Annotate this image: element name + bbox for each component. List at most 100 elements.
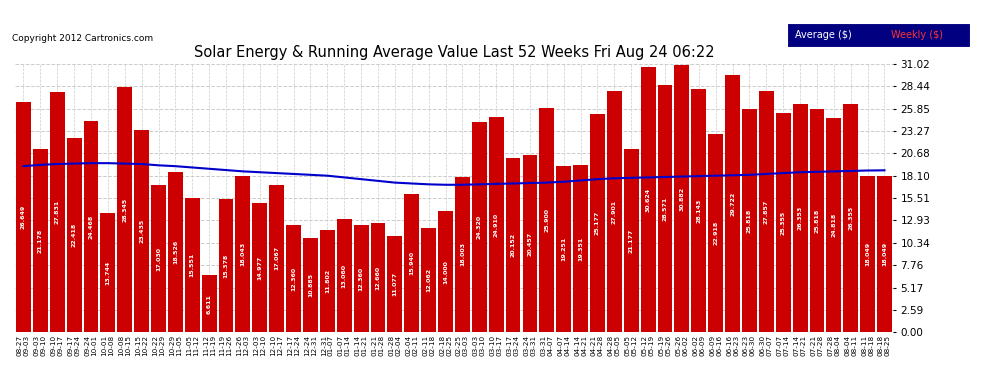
Text: 03-10
03-17: 03-10 03-17 — [490, 335, 503, 356]
Text: 06-16
06-23: 06-16 06-23 — [726, 335, 740, 356]
Text: 11.802: 11.802 — [325, 269, 330, 293]
Text: 08-27
09-03: 08-27 09-03 — [17, 335, 30, 356]
Text: 01-07
01-14: 01-07 01-14 — [338, 335, 350, 356]
Bar — [320, 230, 335, 332]
Bar — [573, 165, 588, 332]
Text: 25.900: 25.900 — [544, 208, 549, 232]
Bar — [657, 85, 672, 332]
Text: 05-12
05-19: 05-12 05-19 — [642, 335, 654, 356]
Text: 11-26
12-03: 11-26 12-03 — [237, 335, 249, 356]
Text: 24.910: 24.910 — [494, 213, 499, 237]
Bar — [135, 129, 149, 332]
Text: 09-17
09-24: 09-17 09-24 — [67, 335, 80, 356]
Bar — [83, 121, 98, 332]
Text: 04-28
05-05: 04-28 05-05 — [608, 335, 621, 356]
Text: 04-07
04-14: 04-07 04-14 — [557, 335, 570, 356]
Text: 10.885: 10.885 — [308, 273, 313, 297]
Bar — [353, 225, 368, 332]
Text: 19.251: 19.251 — [561, 237, 566, 261]
Bar — [117, 87, 133, 332]
Text: 22.418: 22.418 — [71, 223, 76, 248]
Bar — [472, 122, 487, 332]
Text: 21.178: 21.178 — [38, 228, 43, 253]
Text: 05-26
06-02: 05-26 06-02 — [675, 335, 688, 356]
Text: 06-30
07-07: 06-30 07-07 — [759, 335, 773, 356]
Text: 08-04
08-11: 08-04 08-11 — [844, 335, 857, 356]
Text: 04-14
04-21: 04-14 04-21 — [574, 335, 587, 356]
Text: 14.977: 14.977 — [257, 255, 262, 280]
Text: 01-28
02-04: 01-28 02-04 — [388, 335, 401, 356]
Bar — [219, 199, 234, 332]
Bar — [421, 228, 436, 332]
Text: 10-29
11-05: 10-29 11-05 — [169, 335, 182, 356]
Text: 26.649: 26.649 — [21, 205, 26, 229]
Bar — [489, 117, 504, 332]
Bar — [33, 149, 48, 332]
Bar — [404, 194, 419, 332]
Text: 15.940: 15.940 — [409, 251, 414, 275]
Bar — [236, 176, 250, 332]
Text: 12.660: 12.660 — [375, 266, 380, 290]
Text: 26.353: 26.353 — [798, 206, 803, 230]
Text: Average ($): Average ($) — [795, 30, 851, 40]
Bar — [691, 89, 706, 332]
Text: 12-17
12-24: 12-17 12-24 — [287, 335, 300, 356]
Text: 15.378: 15.378 — [224, 254, 229, 278]
Text: 14.000: 14.000 — [444, 260, 448, 284]
Bar — [708, 134, 723, 332]
Text: 15.551: 15.551 — [190, 253, 195, 277]
Bar — [439, 211, 453, 332]
Text: 10-22
10-29: 10-22 10-29 — [152, 335, 165, 356]
Text: 18.049: 18.049 — [882, 242, 887, 266]
Text: 07-21
07-28: 07-21 07-28 — [811, 335, 824, 356]
Text: 04-21
04-28: 04-21 04-28 — [591, 335, 604, 356]
Text: 25.818: 25.818 — [746, 209, 752, 233]
Text: 07-14
07-21: 07-14 07-21 — [794, 335, 807, 356]
Bar — [843, 104, 858, 332]
Text: 03-17
03-24: 03-17 03-24 — [507, 335, 520, 356]
Text: 12-03
12-10: 12-03 12-10 — [253, 335, 266, 356]
Bar — [16, 102, 31, 332]
Bar — [151, 185, 166, 332]
Bar — [100, 213, 115, 332]
Text: 17.030: 17.030 — [156, 247, 161, 271]
Text: 09-10
09-17: 09-10 09-17 — [50, 335, 63, 356]
Text: Copyright 2012 Cartronics.com: Copyright 2012 Cartronics.com — [12, 34, 153, 43]
Text: 18.043: 18.043 — [241, 242, 246, 266]
Text: 13.060: 13.060 — [342, 264, 346, 288]
Text: 18.049: 18.049 — [865, 242, 870, 266]
Text: 28.571: 28.571 — [662, 196, 667, 221]
Bar — [590, 114, 605, 332]
Bar — [370, 223, 385, 332]
Text: 22.918: 22.918 — [713, 221, 718, 245]
Bar — [252, 203, 267, 332]
Text: 01-21
01-28: 01-21 01-28 — [371, 335, 384, 356]
Bar — [303, 238, 318, 332]
Text: 03-31
04-07: 03-31 04-07 — [541, 335, 553, 356]
Text: 07-07
07-14: 07-07 07-14 — [777, 335, 790, 356]
Bar — [202, 275, 217, 332]
Text: 06-02
06-09: 06-02 06-09 — [692, 335, 705, 356]
Text: 11-05
11-12: 11-05 11-12 — [186, 335, 199, 356]
Text: 10-01
10-08: 10-01 10-08 — [101, 335, 115, 356]
Text: 02-04
02-11: 02-04 02-11 — [405, 335, 418, 356]
Text: 19.351: 19.351 — [578, 236, 583, 261]
Text: 06-23
06-30: 06-23 06-30 — [742, 335, 756, 356]
Text: 20.152: 20.152 — [511, 233, 516, 257]
Text: 6.611: 6.611 — [207, 294, 212, 314]
Bar — [641, 68, 655, 332]
Bar — [607, 91, 622, 332]
Text: 12-31
01-07: 12-31 01-07 — [321, 335, 334, 356]
Text: 08-18
08-25: 08-18 08-25 — [878, 335, 891, 356]
Text: 06-09
06-16: 06-09 06-16 — [709, 335, 722, 356]
Text: 27.901: 27.901 — [612, 200, 617, 223]
Title: Solar Energy & Running Average Value Last 52 Weeks Fri Aug 24 06:22: Solar Energy & Running Average Value Las… — [194, 45, 714, 60]
Text: 05-19
05-26: 05-19 05-26 — [658, 335, 671, 356]
Text: 12.360: 12.360 — [358, 267, 363, 291]
Bar — [455, 177, 470, 332]
Text: 03-03
03-10: 03-03 03-10 — [473, 335, 486, 356]
Text: 27.831: 27.831 — [54, 200, 59, 224]
Text: 12.360: 12.360 — [291, 267, 296, 291]
Bar — [387, 236, 402, 332]
Text: 11-12
11-19: 11-12 11-19 — [203, 335, 216, 356]
